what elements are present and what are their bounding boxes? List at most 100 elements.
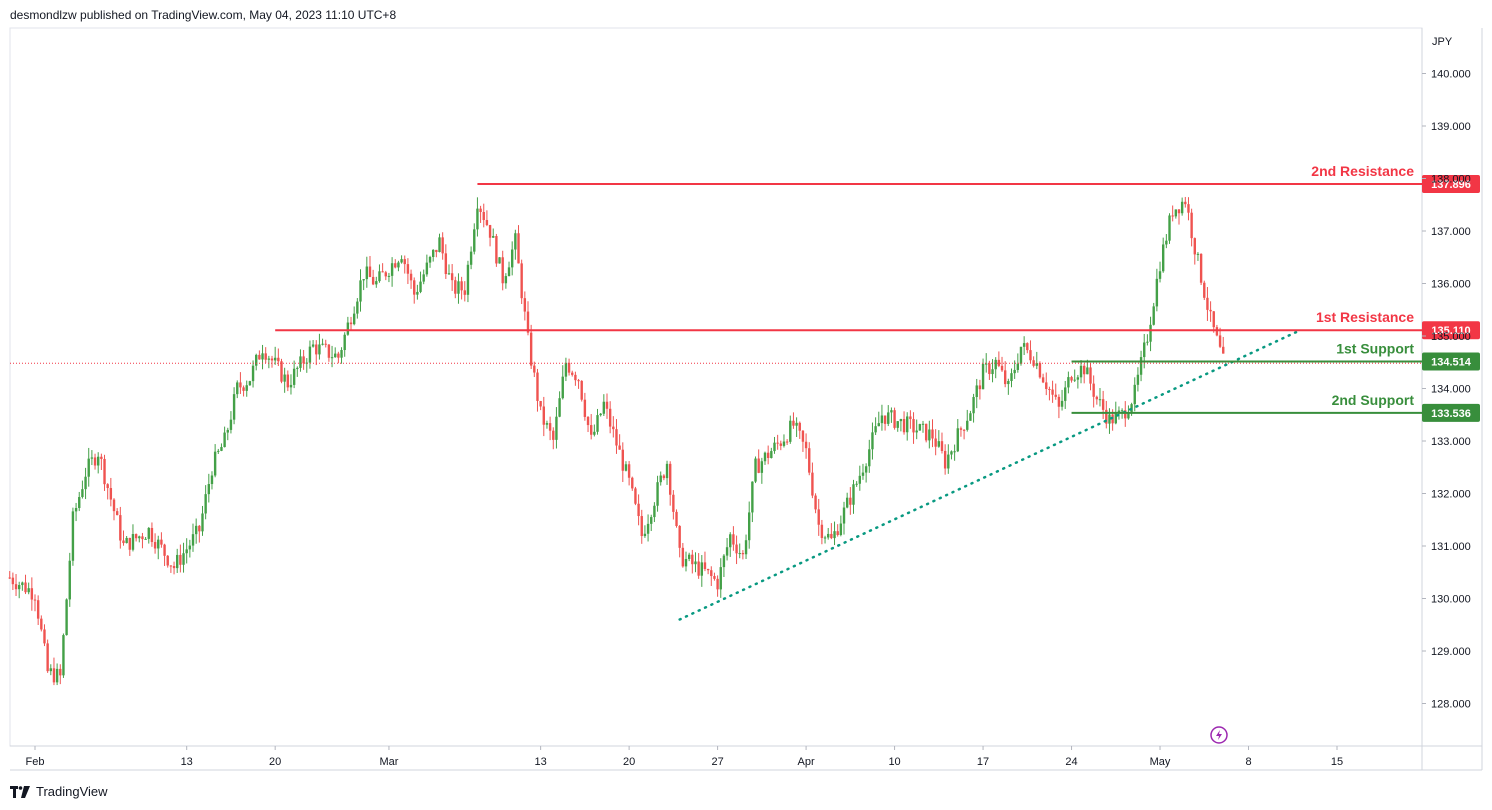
candle: [931, 419, 934, 448]
price-tag-value: 133.536: [1431, 408, 1471, 420]
candle-body: [65, 599, 68, 636]
candle-body: [255, 354, 258, 366]
candle-body: [1000, 365, 1004, 371]
candle: [710, 566, 713, 586]
candle: [255, 353, 258, 371]
y-tick-label: 130.000: [1431, 594, 1471, 606]
candle: [915, 419, 918, 440]
candle-body: [52, 668, 56, 683]
candle-body: [210, 475, 214, 485]
candle: [362, 279, 365, 291]
candle-body: [915, 430, 918, 433]
candle: [950, 450, 953, 460]
candle-body: [770, 451, 773, 458]
candle-body: [153, 542, 157, 549]
candle: [17, 581, 21, 599]
candle-body: [179, 554, 182, 565]
candle-body: [969, 413, 972, 421]
candle-body: [684, 558, 688, 567]
candle: [959, 426, 963, 437]
candle: [457, 273, 460, 304]
candle: [251, 360, 255, 388]
x-tick-label: 15: [1331, 756, 1343, 768]
candle-body: [858, 475, 862, 484]
candle: [571, 370, 574, 377]
candle: [330, 345, 334, 368]
candle-body: [501, 257, 504, 284]
candle-body: [640, 516, 643, 537]
candle: [454, 276, 457, 299]
candle: [1092, 375, 1095, 408]
candle-body: [403, 259, 406, 265]
candle-body: [460, 281, 463, 291]
candle: [138, 535, 141, 543]
candle: [384, 270, 387, 281]
candle-body: [97, 456, 100, 466]
candle-body: [337, 353, 340, 358]
candle: [827, 527, 830, 540]
candle: [909, 410, 912, 429]
candle-body: [378, 271, 381, 282]
candle-body: [510, 249, 514, 268]
candle: [1054, 383, 1057, 400]
candle: [207, 473, 211, 503]
candle-body: [1105, 409, 1108, 424]
candle-body: [868, 449, 871, 467]
candle: [387, 272, 391, 283]
candle-body: [1092, 383, 1095, 397]
candle: [435, 249, 438, 258]
candle-body: [855, 483, 858, 485]
candle: [378, 264, 381, 283]
candle: [97, 452, 100, 474]
candle-body: [906, 416, 909, 433]
candle: [1035, 351, 1038, 370]
candle-body: [473, 229, 476, 252]
candle-body: [166, 555, 169, 566]
support-name: 1st Support: [1336, 341, 1414, 357]
candle-body: [261, 353, 264, 360]
candle-body: [972, 397, 975, 414]
candle: [656, 475, 659, 512]
candle: [217, 448, 220, 454]
candle: [1105, 400, 1108, 429]
candle-body: [334, 353, 337, 358]
candle: [1029, 340, 1032, 364]
lightning-icon[interactable]: [1210, 726, 1228, 744]
candle-body: [134, 534, 138, 539]
candle: [947, 444, 950, 474]
candle: [172, 561, 176, 575]
candle-body: [504, 276, 508, 284]
candle: [833, 521, 836, 546]
resistance-name: 1st Resistance: [1316, 309, 1414, 325]
candle-body: [1057, 396, 1061, 407]
candle-body: [435, 249, 438, 253]
candle: [122, 530, 125, 546]
tradingview-footer[interactable]: TradingView: [10, 784, 108, 799]
candle: [403, 255, 406, 274]
candle-body: [842, 507, 846, 524]
candle-body: [359, 280, 362, 302]
y-tick-label: 136.000: [1431, 279, 1471, 291]
candle: [624, 461, 628, 472]
candle: [334, 347, 337, 358]
candle-body: [602, 401, 606, 414]
currency-label: JPY: [1432, 36, 1453, 48]
candle: [552, 427, 555, 450]
x-tick-label: 24: [1065, 756, 1077, 768]
candle-body: [160, 539, 163, 545]
candle: [880, 404, 884, 431]
candle: [463, 281, 466, 302]
y-tick-label: 140.000: [1431, 69, 1471, 81]
candle-body: [416, 291, 419, 295]
candle: [741, 550, 745, 560]
candle: [978, 379, 982, 400]
candle-body: [273, 357, 277, 361]
candle-body: [1165, 240, 1168, 245]
candle-body: [1029, 350, 1032, 361]
candle-body: [615, 429, 618, 446]
candle-body: [115, 511, 119, 516]
candle-body: [820, 524, 824, 538]
candle: [488, 224, 492, 247]
candle-body: [62, 635, 65, 676]
candle-body: [719, 567, 722, 590]
